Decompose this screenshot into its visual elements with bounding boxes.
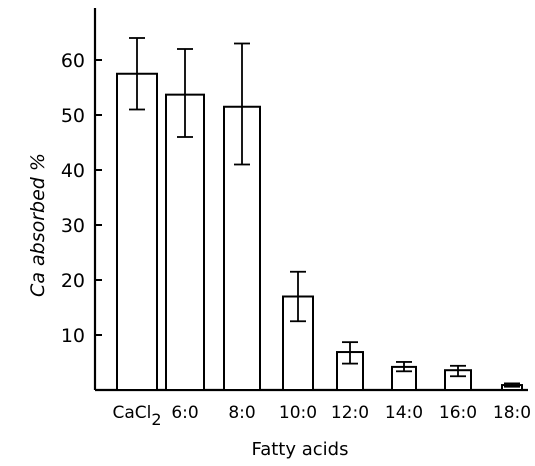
x-tick-label-0: CaCl2 — [112, 403, 161, 429]
x-tick-label-7: 18:0 — [493, 403, 531, 423]
bar-1 — [165, 93, 205, 392]
error-bars — [129, 37, 520, 388]
x-axis-label: Fatty acids — [252, 439, 349, 460]
x-tick-label-6: 16:0 — [439, 403, 477, 423]
y-tick-label-10: 10 — [61, 325, 85, 347]
x-tick-labels: CaCl2 6:0 8:0 10:0 12:0 14:0 16:0 18:0 — [112, 403, 531, 429]
y-tick-label-60: 60 — [61, 50, 85, 72]
x-tick-label-1: 6:0 — [171, 403, 198, 423]
x-tick-label-3: 10:0 — [279, 403, 317, 423]
x-tick-label-2: 8:0 — [228, 403, 255, 423]
x-tick-label-4: 12:0 — [331, 403, 369, 423]
y-axis-label: Ca absorbed % — [27, 153, 49, 297]
y-tick-label-40: 40 — [61, 160, 85, 182]
y-tick-label-30: 30 — [61, 215, 85, 237]
bar-0 — [116, 72, 158, 391]
y-tick-label-20: 20 — [61, 270, 85, 292]
y-ticks: 10 20 30 40 50 60 — [61, 50, 102, 347]
bars — [116, 72, 523, 392]
y-tick-label-50: 50 — [61, 105, 85, 127]
x-tick-label-5: 14:0 — [385, 403, 423, 423]
